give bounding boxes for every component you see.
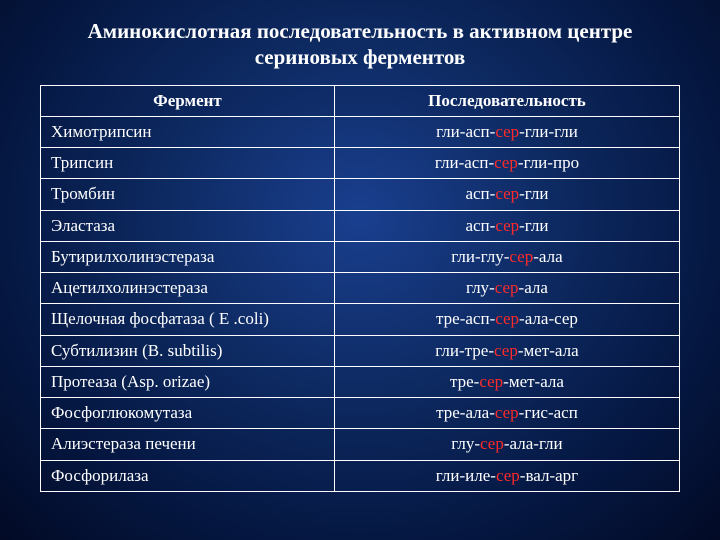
header-sequence: Последовательность [334,85,679,116]
sequence-token: гли [436,122,460,141]
enzyme-cell: Алиэстераза печени [41,429,335,460]
sequence-token: ала [539,247,563,266]
sequence-token: гли [539,434,563,453]
enzyme-cell: Трипсин [41,148,335,179]
enzyme-cell: Тромбин [41,179,335,210]
table-row: Алиэстераза печениглу-сер-ала-гли [41,429,680,460]
sequence-token: гли [451,247,475,266]
sequence-token: глу [451,434,474,453]
sequence-cell: гли-тре-сер-мет-ала [334,335,679,366]
sequence-token-highlight: сер [495,122,519,141]
sequence-cell: гли-асп-сер-гли-гли [334,116,679,147]
sequence-token-highlight: сер [495,403,519,422]
table-body: Химотрипсингли-асп-сер-гли-глиТрипсингли… [41,116,680,491]
sequence-token: мет [509,372,535,391]
sequence-token: гли [525,122,549,141]
sequence-cell: гли-асп-сер-гли-про [334,148,679,179]
table-row: Фосфоглюкомутазатре-ала-сер-гис-асп [41,398,680,429]
sequence-token: иле [465,466,490,485]
enzyme-cell: Щелочная фосфатаза ( E .coli) [41,304,335,335]
table-row: Эластазаасп-сер-гли [41,210,680,241]
sequence-token: гли [436,466,460,485]
enzyme-cell: Субтилизин (B. subtilis) [41,335,335,366]
sequence-token: ала [510,434,534,453]
sequence-token: гли [554,122,578,141]
enzyme-cell: Протеаза (Asp. orizae) [41,366,335,397]
sequence-token: сер [554,309,578,328]
sequence-token: мет [524,341,550,360]
enzyme-cell: Фосфорилаза [41,460,335,491]
enzyme-cell: Бутирилхолинэстераза [41,241,335,272]
table-row: Субтилизин (B. subtilis)гли-тре-сер-мет-… [41,335,680,366]
table-row: Протеаза (Asp. orizae)тре-сер-мет-ала [41,366,680,397]
sequence-token: тре [465,341,489,360]
sequence-token: асп [464,153,488,172]
sequence-token-highlight: сер [494,153,518,172]
enzyme-cell: Химотрипсин [41,116,335,147]
enzyme-cell: Фосфоглюкомутаза [41,398,335,429]
title-line-1: Аминокислотная последовательность в акти… [88,19,633,43]
title-line-2: сериновых ферментов [255,45,466,69]
sequence-token: гис [524,403,548,422]
sequence-token: ала [465,403,489,422]
sequence-token: тре [450,372,474,391]
table-row: Фосфорилазагли-иле-сер-вал-арг [41,460,680,491]
sequence-cell: глу-сер-ала [334,273,679,304]
sequence-token: арг [555,466,578,485]
sequence-token-highlight: сер [496,466,520,485]
sequence-token: асп [465,309,489,328]
sequence-token: глу [481,247,504,266]
slide-title: Аминокислотная последовательность в акти… [40,18,680,71]
sequence-token: гли [435,341,459,360]
sequence-token-highlight: сер [480,434,504,453]
sequence-cell: гли-иле-сер-вал-арг [334,460,679,491]
table-row: Ацетилхолинэстеразаглу-сер-ала [41,273,680,304]
sequence-token: гли [435,153,459,172]
sequence-token: асп [465,122,489,141]
header-enzyme: Фермент [41,85,335,116]
table-row: Трипсингли-асп-сер-гли-про [41,148,680,179]
sequence-token-highlight: сер [495,309,519,328]
sequence-token: гли [524,153,548,172]
sequence-token: гли [525,184,549,203]
sequence-token-highlight: сер [494,341,518,360]
sequence-cell: асп-сер-гли [334,210,679,241]
sequence-token-highlight: сер [479,372,503,391]
table-row: Бутирилхолинэстеразагли-глу-сер-ала [41,241,680,272]
sequence-token: вал [525,466,549,485]
table-row: Химотрипсингли-асп-сер-гли-гли [41,116,680,147]
sequence-cell: тре-сер-мет-ала [334,366,679,397]
table-row: Щелочная фосфатаза ( E .coli)тре-асп-сер… [41,304,680,335]
enzyme-cell: Эластаза [41,210,335,241]
sequence-token: глу [466,278,489,297]
sequence-token: асп [465,216,489,235]
sequence-token-highlight: сер [495,278,519,297]
sequence-cell: тре-асп-сер-ала-сер [334,304,679,335]
sequence-token: гли [525,216,549,235]
sequence-cell: гли-глу-сер-ала [334,241,679,272]
table-row: Тромбинасп-сер-гли [41,179,680,210]
enzyme-table: Фермент Последовательность Химотрипсингл… [40,85,680,492]
sequence-token: асп [554,403,578,422]
sequence-token: ала [524,278,548,297]
sequence-token: асп [465,184,489,203]
sequence-token-highlight: сер [509,247,533,266]
sequence-cell: асп-сер-гли [334,179,679,210]
sequence-token: про [553,153,579,172]
sequence-token: ала [555,341,579,360]
table-header-row: Фермент Последовательность [41,85,680,116]
sequence-token: тре [436,309,460,328]
enzyme-cell: Ацетилхолинэстераза [41,273,335,304]
sequence-token-highlight: сер [495,184,519,203]
sequence-token: ала [525,309,549,328]
sequence-token: тре [436,403,460,422]
sequence-token-highlight: сер [495,216,519,235]
sequence-token: ала [540,372,564,391]
sequence-cell: глу-сер-ала-гли [334,429,679,460]
sequence-cell: тре-ала-сер-гис-асп [334,398,679,429]
slide: Аминокислотная последовательность в акти… [0,0,720,540]
